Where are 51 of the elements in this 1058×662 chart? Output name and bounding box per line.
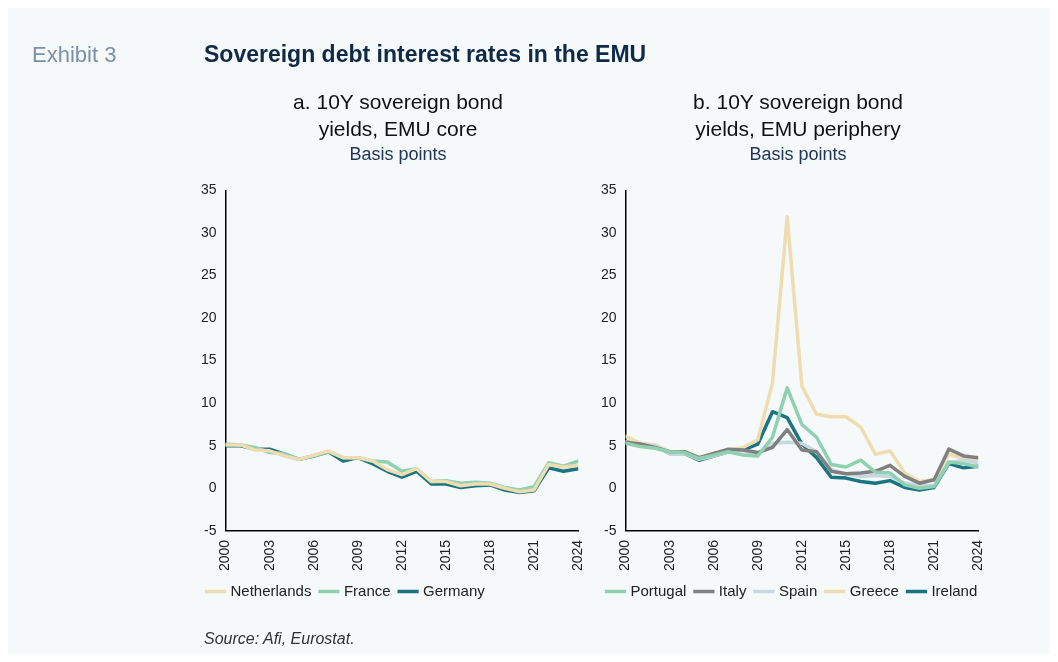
y-tick-label: 25 [600,266,617,283]
x-tick-label: 2009 [748,539,765,572]
legend-label: Greece [849,581,899,599]
y-tick-label: 15 [200,351,217,368]
x-tick-label: 2003 [260,539,277,572]
x-tick-label: 2000 [616,539,633,572]
x-tick-label: 2012 [392,539,409,572]
legend-label: Germany [423,581,486,599]
y-tick-label: 5 [208,436,217,453]
x-tick-label: 2021 [924,539,941,572]
x-tick-label: 2000 [216,539,233,572]
x-tick-label: 2006 [304,539,321,572]
legend-label: Spain [778,581,818,599]
x-tick-label: 2024 [969,539,986,572]
chart-title: a. 10Y sovereign bond yields, EMU core [292,89,504,142]
y-tick-label: 25 [200,266,217,283]
x-tick-label: 2006 [704,539,721,572]
x-tick-label: 2021 [524,539,541,572]
y-tick-label: 5 [608,436,617,453]
y-tick-label: 30 [200,223,217,240]
x-tick-label: 2012 [792,539,809,572]
legend-label: France [343,581,391,599]
legend-label: Netherlands [230,581,312,599]
legend-label: Italy [718,581,747,599]
legend-label: Ireland [931,581,978,599]
x-tick-label: 2003 [660,539,677,572]
chart-subtitle: Basis points [748,144,848,165]
source-note: Source: Afi, Eurostat. [204,630,355,648]
x-tick-label: 2009 [348,539,365,572]
x-tick-label: 2015 [836,539,853,572]
x-tick-label: 2024 [569,539,586,572]
y-tick-label: 10 [200,394,217,411]
x-tick-label: 2015 [436,539,453,572]
x-tick-label: 2018 [480,539,497,572]
y-tick-label: 30 [600,223,617,240]
y-tick-label: -5 [604,521,617,538]
y-tick-label: 20 [600,308,617,325]
y-tick-label: 15 [600,351,617,368]
y-tick-label: 20 [200,308,217,325]
y-tick-label: 35 [600,181,617,198]
x-tick-label: 2018 [880,539,897,572]
legend-label: Portugal [630,581,687,599]
y-tick-label: 0 [608,479,617,496]
text: Sovereign debt interest rates in the EMU [204,41,647,68]
y-tick-label: 0 [208,479,217,496]
chart-title: b. 10Y sovereign bond yields, EMU periphery [692,89,904,142]
y-tick-label: -5 [204,521,217,538]
chart-subtitle: Basis points [348,144,448,165]
text: Exhibit 3 [32,42,117,68]
y-tick-label: 35 [200,181,217,198]
y-tick-label: 10 [600,394,617,411]
